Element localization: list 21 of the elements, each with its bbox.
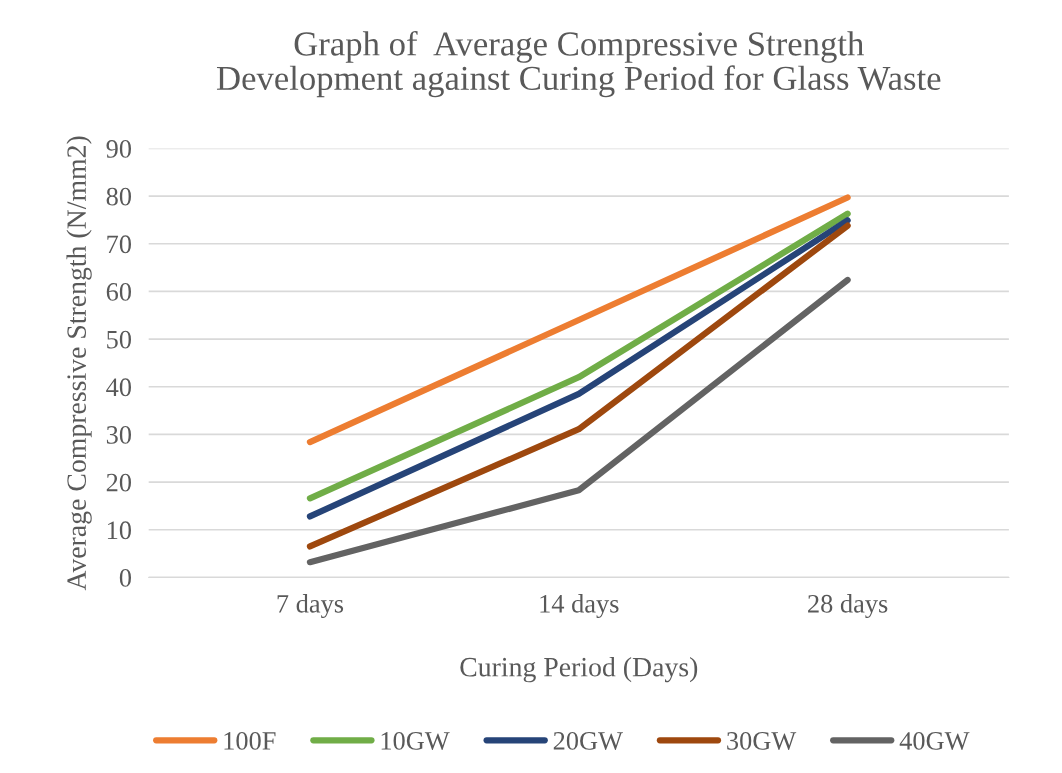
y-axis-title: Average Compressive Strength (N/mm2) [66,136,92,591]
y-tick-label: 80 [106,187,132,206]
legend-label: 30GW [727,731,797,750]
y-tick-label: 30 [106,426,132,444]
y-tick-label: 0 [119,569,132,587]
legend-label: 40GW [899,731,970,750]
y-tick-label: 10 [107,521,132,540]
x-axis-title: Curing Period (Days) [460,656,698,683]
legend-label: 10GW [381,731,450,750]
x-tick-label: 14 days [540,594,619,619]
y-tick-label: 70 [107,235,132,254]
y-tick-label: 50 [107,330,132,349]
legend-label: 20GW [553,731,623,750]
y-tick-label: 90 [106,140,132,158]
legend-label: 100F [224,731,276,750]
chart-title: Graph of Average Compressive Strength Development against Curing Period for Glass Waste [216,30,941,98]
x-tick-label: 7 days [277,594,344,619]
x-tick-label: 28 days [808,594,888,619]
y-tick-label: 60 [106,283,132,301]
y-tick-label: 20 [106,473,132,492]
y-tick-label: 40 [106,378,132,397]
